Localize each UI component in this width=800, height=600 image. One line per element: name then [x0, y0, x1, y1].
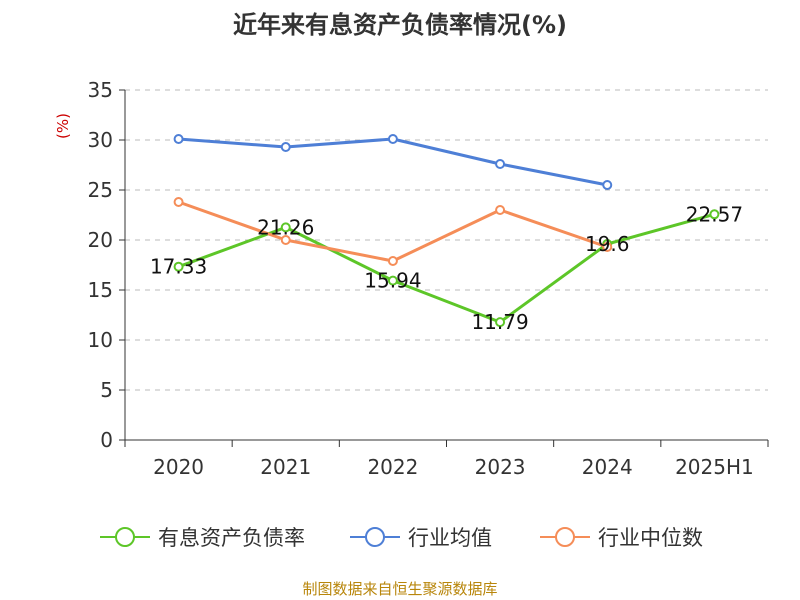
legend-item: 有息资产负债率: [100, 526, 305, 550]
legend-label: 行业中位数: [598, 526, 703, 550]
data-point: [495, 159, 506, 169]
data-point: [280, 142, 291, 152]
legend-marker: [365, 527, 385, 547]
series-3: [173, 197, 613, 266]
data-point: [280, 235, 291, 245]
x-tick-label: 2023: [475, 455, 526, 479]
legend-marker: [555, 527, 575, 547]
y-tick-label: 30: [88, 128, 113, 152]
series-layer: [173, 134, 720, 328]
x-tick-label: 2022: [367, 455, 418, 479]
data-point: [387, 256, 398, 266]
y-axis-label: (%): [54, 113, 72, 139]
data-point: [495, 317, 506, 328]
y-tick-label: 0: [100, 428, 113, 452]
chart-title: 近年来有息资产负债率情况(%): [233, 11, 567, 39]
data-label: 15.94: [364, 269, 421, 293]
legend: 有息资产负债率 行业均值 行业中位数: [100, 526, 703, 550]
axis-layer: 0 5 10 15 20 25 30 35 2020 2021 2022 2023 2024 2025H1: [88, 78, 769, 479]
data-label: 22.57: [686, 202, 743, 226]
source-note: 制图数据来自恒生聚源数据库: [302, 580, 497, 598]
data-label: 11.79: [471, 310, 528, 334]
legend-label: 行业均值: [408, 526, 492, 550]
data-point: [387, 134, 398, 144]
data-label: 21.26: [257, 215, 314, 239]
data-label: 17.33: [150, 255, 207, 279]
series-line: [178, 200, 608, 263]
legend-item: 行业均值: [350, 526, 492, 550]
data-point: [602, 180, 613, 190]
data-point: [709, 209, 720, 220]
y-tick-label: 35: [88, 78, 113, 102]
data-point: [495, 205, 506, 215]
legend-marker: [115, 527, 135, 547]
data-label-layer: 17.33 21.26 15.94 11.79 19.6 22.57: [150, 202, 743, 334]
x-tick-label: 2025H1: [675, 455, 754, 479]
x-tick-label: 2021: [260, 455, 311, 479]
grid-layer: [125, 89, 768, 391]
series-line: [178, 137, 608, 187]
legend-label: 有息资产负债率: [158, 526, 305, 550]
y-tick-label: 20: [88, 228, 113, 252]
legend-item: 行业中位数: [540, 526, 703, 550]
x-tick-label: 2020: [153, 455, 204, 479]
y-tick-label: 10: [88, 328, 113, 352]
y-tick-label: 5: [100, 378, 113, 402]
series-2: [173, 134, 613, 190]
data-point: [173, 261, 184, 272]
y-tick-label: 25: [88, 178, 113, 202]
data-point: [280, 222, 291, 233]
data-point: [173, 197, 184, 207]
data-point: [173, 134, 184, 144]
y-tick-label: 15: [88, 278, 113, 302]
data-point: [387, 275, 398, 286]
data-point: [602, 242, 613, 252]
x-tick-label: 2024: [582, 455, 633, 479]
data-label: 19.6: [585, 232, 630, 256]
